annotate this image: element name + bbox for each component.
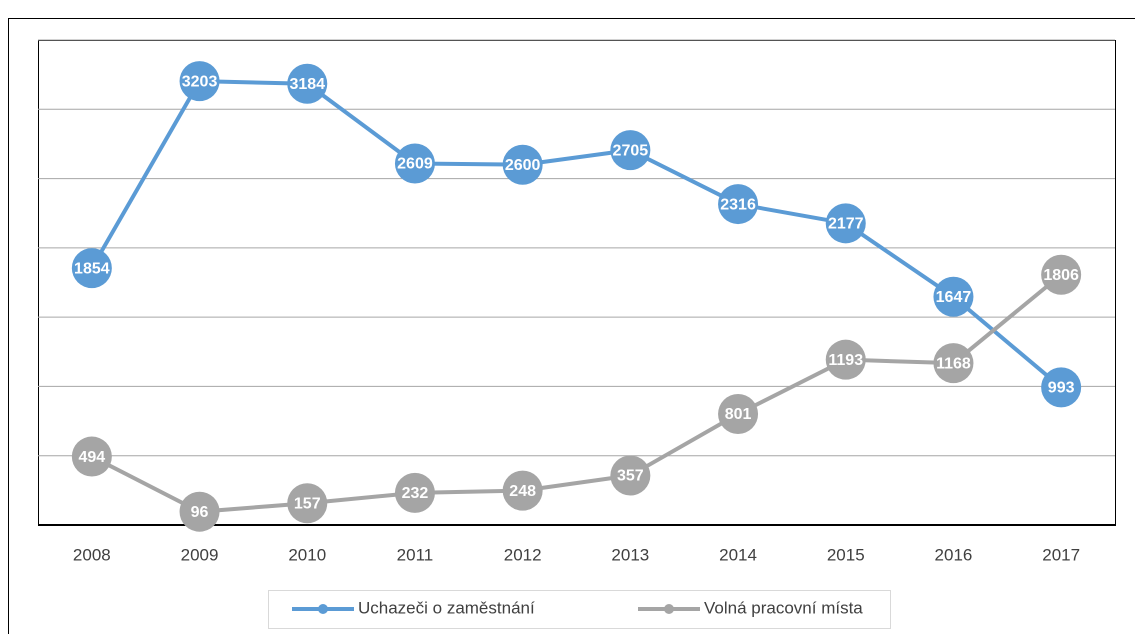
x-tick-label: 2012 [504,545,542,564]
x-tick-label: 2017 [1042,545,1080,564]
data-label: 2609 [397,156,433,173]
data-label: 96 [191,504,209,521]
x-tick-label: 2014 [719,545,757,564]
x-tick-label: 2016 [935,545,973,564]
x-tick-label: 2015 [827,545,865,564]
chart-border [9,19,1135,635]
data-label: 157 [294,495,321,512]
data-label: 2600 [505,157,541,174]
data-label: 2316 [720,196,756,213]
data-label: 993 [1048,380,1075,397]
data-label: 1854 [74,260,110,277]
data-label: 2177 [828,216,864,233]
legend-marker [318,604,328,614]
data-label: 1647 [936,289,972,306]
data-label: 3184 [289,76,325,93]
data-label: 2705 [613,142,649,159]
data-label: 801 [725,406,752,423]
data-label: 1806 [1043,267,1079,284]
x-tick-label: 2010 [288,545,326,564]
data-label: 248 [509,483,536,500]
data-label: 232 [402,485,429,502]
data-label: 3203 [182,73,218,90]
data-label: 1168 [936,355,971,372]
legend-label: Uchazeči o zaměstnání [358,598,535,617]
x-tick-label: 2013 [611,545,649,564]
legend-marker [664,604,674,614]
data-label: 494 [78,449,105,466]
x-tick-label: 2011 [397,545,434,564]
legend-label: Volná pracovní místa [704,598,863,617]
data-label: 357 [617,468,644,485]
x-tick-label: 2009 [181,545,219,564]
data-label: 1193 [828,352,863,369]
x-tick-label: 2008 [73,545,111,564]
